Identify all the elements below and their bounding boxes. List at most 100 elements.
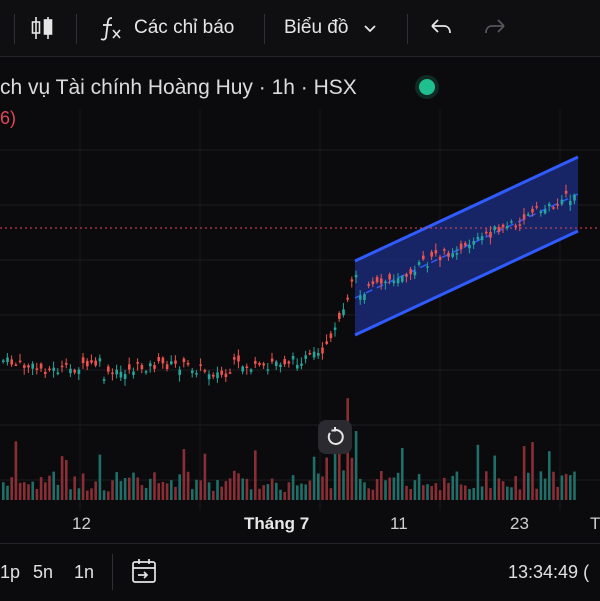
volume-bar: [430, 486, 433, 500]
volume-bar: [233, 470, 236, 500]
volume-bar: [81, 473, 85, 500]
volume-bar: [300, 483, 303, 500]
volume-bar: [375, 479, 379, 500]
candle-body: [552, 207, 555, 209]
candle-body: [564, 190, 568, 194]
volume-bar: [350, 457, 354, 500]
volume-bar: [459, 484, 463, 500]
volume-bar: [447, 482, 450, 500]
volume-bar: [254, 450, 257, 500]
indicators-button[interactable]: Các chỉ báo: [98, 0, 234, 56]
candle-body: [430, 251, 433, 257]
volume-bar: [497, 478, 501, 500]
candle-body: [212, 374, 215, 377]
volume-bar: [199, 480, 202, 500]
volume-bar: [157, 483, 160, 500]
candle-body: [81, 357, 85, 364]
reset-chart-button[interactable]: [318, 420, 352, 454]
volume-bar: [455, 471, 459, 500]
candle-body: [165, 364, 169, 370]
candle-body: [417, 262, 421, 265]
undo-button[interactable]: [428, 0, 454, 56]
candle-body: [501, 224, 505, 228]
volume-bar: [123, 478, 127, 500]
range-1p-button[interactable]: 1p: [0, 562, 21, 582]
candlestick-icon: [31, 17, 53, 39]
candle-body: [56, 372, 60, 375]
candle-body: [140, 365, 144, 370]
redo-icon: [485, 19, 505, 34]
candle-body: [312, 351, 316, 358]
range-5n-button[interactable]: 5n: [33, 562, 54, 582]
candle-body: [455, 253, 459, 255]
candle-body: [262, 363, 265, 366]
volume-bar: [342, 470, 345, 500]
chart-type-dropdown[interactable]: Biểu đồ: [284, 0, 380, 56]
volume-bar: [153, 472, 156, 500]
candle-body: [69, 368, 72, 374]
volume-bar: [220, 486, 223, 500]
candle-body: [10, 359, 13, 365]
market-status-dot: [419, 79, 435, 95]
date-range-button[interactable]: [130, 558, 160, 591]
volume-bar: [543, 478, 547, 500]
candle-body: [543, 209, 547, 214]
candle-body: [237, 355, 240, 362]
volume-bar: [426, 484, 429, 500]
volume-bar: [359, 478, 362, 500]
volume-bar: [56, 484, 60, 500]
channel-lower-line: [354, 229, 579, 337]
volume-bar: [275, 482, 278, 500]
candle-body: [94, 360, 97, 366]
volume-bar: [409, 489, 412, 500]
candle-body: [35, 368, 39, 370]
candle-body: [392, 280, 396, 284]
volume-bar: [249, 489, 253, 500]
volume-bar: [182, 449, 186, 500]
volume-bar: [39, 477, 43, 500]
candle-body: [52, 367, 55, 371]
range-1n-button[interactable]: 1n: [74, 562, 95, 582]
candle-body: [304, 355, 307, 359]
volume-bar: [31, 481, 34, 500]
candle-body: [170, 361, 173, 365]
volume-bar: [140, 485, 144, 500]
candle-body: [413, 271, 417, 276]
redo-button[interactable]: [482, 0, 508, 56]
price-chart[interactable]: [0, 110, 600, 510]
volume-bar: [270, 478, 274, 500]
volume-bar: [18, 482, 22, 500]
candle-body: [480, 236, 484, 241]
volume-bar: [506, 486, 509, 500]
candle-body: [443, 249, 446, 251]
volume-bar: [380, 471, 383, 500]
symbol-title[interactable]: ch vụ Tài chính Hoàng Huy · 1h · HSX: [0, 70, 357, 106]
candle-body: [195, 373, 198, 375]
volume-bar: [312, 456, 316, 500]
volume-bar: [396, 472, 400, 500]
volume-bar: [501, 481, 505, 500]
volume-bar: [90, 488, 93, 500]
candle-body: [329, 333, 333, 339]
volume-bar: [262, 485, 265, 500]
volume-bar: [212, 490, 215, 500]
candle-body: [510, 221, 513, 223]
volume-bar: [367, 488, 370, 500]
volume-bar: [485, 471, 488, 500]
top-toolbar: Các chỉ báo Biểu đồ: [0, 0, 600, 57]
volume-bar: [518, 489, 522, 500]
volume-bar: [384, 480, 387, 500]
volume-bar: [480, 486, 484, 500]
volume-bar: [149, 478, 152, 500]
candle-body: [359, 295, 362, 300]
candle-body: [321, 347, 324, 354]
candle-body: [338, 313, 341, 319]
symbol-title-text: ch vụ Tài chính Hoàng Huy · 1h · HSX: [0, 76, 357, 99]
candle-body: [438, 256, 442, 261]
chart-style-button[interactable]: [30, 0, 54, 56]
candle-body: [506, 225, 509, 229]
candle-body: [65, 362, 68, 365]
candle-body: [434, 250, 438, 254]
volume-bar: [144, 487, 148, 500]
volume-bar: [237, 473, 240, 500]
